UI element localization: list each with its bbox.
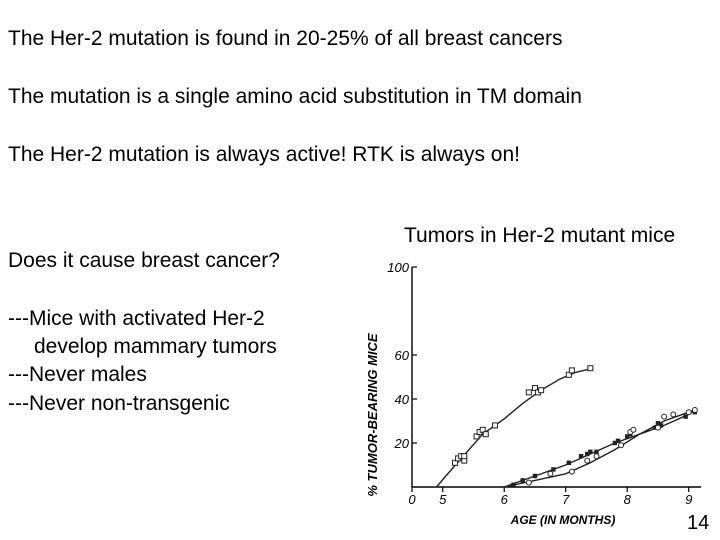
answer-2: develop mammary tumors xyxy=(34,335,277,358)
chart-title: Tumors in Her-2 mutant mice xyxy=(404,224,676,247)
series-2-point xyxy=(658,423,664,428)
series-3-point xyxy=(547,470,554,477)
series-1-point xyxy=(538,387,545,394)
y-tick-label: 60 xyxy=(395,348,410,363)
series-1-point xyxy=(531,385,538,391)
bullet-1: The Her-2 mutation is found in 20-25% of… xyxy=(8,27,563,50)
series-1-point xyxy=(482,431,489,438)
bullet-3: The Her-2 mutation is always active! RTK… xyxy=(8,143,520,166)
series-1-point xyxy=(568,367,575,374)
series-2-point xyxy=(655,421,661,426)
x-tick-label: 5 xyxy=(439,492,447,507)
x-axis-label: AGE (IN MONTHS) xyxy=(510,513,616,527)
series-2-point xyxy=(566,460,571,465)
bullet-2: The mutation is a single amino acid subs… xyxy=(8,85,582,108)
x-tick-label: 7 xyxy=(562,492,570,507)
answer-1: ---Mice with activated Her-2 xyxy=(8,307,265,330)
x-tick-label: 6 xyxy=(501,492,509,507)
series-2-point xyxy=(585,451,590,457)
series-1-point xyxy=(461,453,468,460)
series-3-point xyxy=(670,411,677,418)
series-3-point xyxy=(525,479,532,486)
series-2-point xyxy=(615,438,621,443)
y-tick-label: 100 xyxy=(387,260,409,275)
series-1-point xyxy=(473,433,480,440)
y-tick-label: 40 xyxy=(395,392,410,407)
series-1-point xyxy=(587,365,594,372)
series-1-point xyxy=(479,426,486,433)
series-2-point xyxy=(594,449,599,454)
x-tick-label: 0 xyxy=(408,492,416,507)
series-1-point xyxy=(452,459,459,466)
series-3-point xyxy=(654,424,661,431)
x-tick-label: 9 xyxy=(685,492,692,507)
series-2-point xyxy=(520,478,525,483)
x-tick-label: 8 xyxy=(624,492,632,507)
series-3-point xyxy=(691,407,698,413)
series-3-point xyxy=(630,426,637,433)
series-1-point xyxy=(565,371,572,378)
series-3-point xyxy=(584,457,591,464)
series-2-point xyxy=(652,425,658,430)
series-1-point xyxy=(525,389,532,396)
series-3-point xyxy=(568,468,575,475)
series-2-point xyxy=(532,473,538,479)
answer-3: ---Never males xyxy=(8,363,147,386)
slide-number: 14 xyxy=(687,512,710,534)
series-2-point xyxy=(625,434,630,439)
series-1-point xyxy=(492,422,499,429)
series-2-point xyxy=(578,454,584,459)
series-3-line xyxy=(504,409,696,488)
series-2-point xyxy=(612,440,618,446)
series-2-point xyxy=(551,467,556,472)
series-2-point xyxy=(588,449,593,454)
series-2-point xyxy=(683,414,688,419)
series-3-point xyxy=(593,453,600,460)
series-1-line xyxy=(436,367,594,488)
tumor-chart: 20 40 60 100 0 5 6 7 8 9 % TUMOR-BEARING MICE AGE… xyxy=(365,260,701,527)
series-3-point xyxy=(661,413,668,420)
series-3-point xyxy=(618,442,625,449)
question-text: Does it cause breast cancer? xyxy=(8,249,280,272)
answer-4: ---Never non-transgenic xyxy=(8,392,230,415)
series-3-point xyxy=(685,409,692,416)
y-axis-label: % TUMOR-BEARING MICE xyxy=(365,333,380,497)
y-tick-label: 20 xyxy=(394,436,410,451)
